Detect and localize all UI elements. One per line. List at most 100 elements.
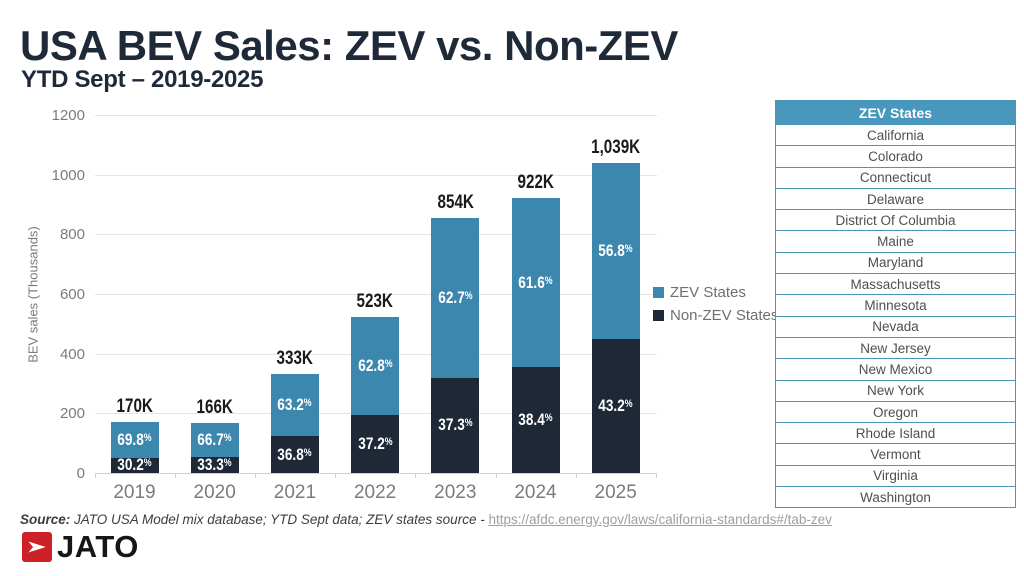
bar-segment-nonzev-2020: 33.3% (190, 454, 239, 474)
zev-state-cell: New Jersey (775, 336, 1016, 360)
zev-table-header: ZEV States (775, 100, 1016, 125)
page-subtitle: YTD Sept – 2019-2025 (21, 66, 264, 93)
x-axis-tick (254, 473, 256, 478)
zev-table-row: Delaware (775, 187, 1016, 211)
legend-label-zev: ZEV States (670, 284, 746, 301)
x-axis-tick (335, 473, 337, 478)
zev-table-row: New York (775, 379, 1016, 402)
source-text: JATO USA Model mix database; YTD Sept da… (70, 512, 489, 527)
segment-percent-label: 37.2% (357, 433, 393, 453)
bev-sales-stacked-bar-chart: BEV sales (Thousands) 0 200 400 600 800 1000 1… (26, 107, 657, 503)
bar-segment-zev-2020: 66.7% (190, 423, 239, 457)
bar-segment-zev-2022: 62.8% (351, 316, 400, 415)
segment-percent-label: 38.4% (518, 410, 553, 430)
bar-total-label-2019: 170K (90, 396, 180, 418)
segment-percent-label: 63.2% (277, 395, 313, 415)
zev-table-row: Maine (775, 230, 1016, 253)
percent-sign: % (464, 290, 473, 303)
bar-segment-nonzev-2021: 36.8% (270, 436, 319, 473)
zev-table-row: Colorado (775, 145, 1016, 168)
zev-table-row: Vermont (775, 443, 1016, 466)
zev-table-row: California (775, 123, 1016, 147)
source-link[interactable]: https://afdc.energy.gov/laws/california-… (488, 512, 832, 527)
zev-state-cell: Minnesota (775, 294, 1016, 317)
x-tick-label-2025: 2025 (594, 482, 637, 503)
bar-total-label-2024: 922K (491, 172, 581, 194)
percent-sign: % (544, 412, 553, 425)
bar-segment-nonzev-2025: 43.2% (591, 339, 640, 473)
zev-table-row: Connecticut (775, 166, 1016, 189)
bar-total-label-2020: 166K (170, 397, 260, 419)
zev-table-row: District Of Columbia (775, 209, 1016, 232)
nonzev-states-swatch-icon (653, 310, 664, 321)
segment-percent-label: 66.7% (197, 429, 232, 449)
zev-state-cell: Washington (775, 486, 1016, 509)
zev-table-row: Washington (775, 486, 1016, 509)
percent-sign: % (143, 457, 152, 470)
zev-state-cell: Nevada (775, 315, 1016, 338)
percent-sign: % (384, 435, 393, 448)
page-title: USA BEV Sales: ZEV vs. Non-ZEV (20, 22, 678, 69)
legend-label-nonzev: Non-ZEV States (670, 307, 779, 324)
percent-sign: % (625, 243, 633, 256)
zev-state-cell: Delaware (775, 187, 1016, 211)
bar-segment-zev-2023: 62.7% (431, 218, 480, 378)
total-value: 922K (517, 171, 554, 193)
zev-state-cell: Rhode Island (775, 422, 1016, 445)
jato-logo-text: JATO (57, 529, 139, 564)
x-tick-label-2022: 2022 (353, 482, 397, 503)
legend-item-zev: ZEV States (653, 281, 778, 304)
zev-state-cell: District Of Columbia (775, 209, 1016, 232)
zev-table-row: Minnesota (775, 294, 1016, 317)
percent-sign: % (304, 446, 313, 459)
segment-percent-label: 62.8% (357, 355, 393, 375)
total-value: 333K (276, 347, 314, 369)
percent-sign: % (224, 456, 232, 469)
zev-table-row: Massachusetts (775, 273, 1016, 296)
gridline (95, 294, 657, 295)
total-value: 170K (116, 396, 153, 418)
source-prefix: Source: (20, 512, 71, 527)
zev-state-cell: Connecticut (775, 166, 1016, 189)
zev-table-row: Virginia (775, 464, 1016, 488)
zev-state-cell: Colorado (775, 145, 1016, 168)
chart-legend: ZEV States Non-ZEV States (653, 281, 778, 327)
bar-segment-nonzev-2019: 30.2% (110, 455, 159, 474)
x-tick-label-2023: 2023 (434, 482, 477, 503)
segment-percent-label: 62.7% (438, 288, 473, 308)
segment-percent-label: 36.8% (277, 444, 313, 464)
total-value: 523K (356, 290, 394, 312)
total-value: 166K (196, 397, 233, 419)
source-line: Source: JATO USA Model mix database; YTD… (20, 512, 832, 527)
segment-percent-label: 37.3% (438, 415, 473, 435)
total-value: 1,039K (591, 137, 641, 159)
y-tick-label: 1200 (51, 107, 85, 124)
segment-percent-label: 33.3% (197, 454, 232, 474)
percent-sign: % (224, 431, 232, 444)
total-value: 854K (437, 192, 474, 214)
zev-state-cell: New York (775, 379, 1016, 402)
zev-table-row: Nevada (775, 315, 1016, 338)
percent-sign: % (143, 431, 152, 444)
bar-total-label-2022: 523K (330, 291, 420, 313)
zev-state-cell: Oregon (775, 400, 1016, 424)
bar-segment-zev-2019: 69.8% (110, 422, 159, 458)
zev-state-cell: California (775, 123, 1016, 147)
segment-percent-label: 56.8% (598, 241, 633, 261)
jato-arrow-icon (22, 532, 52, 562)
zev-state-cell: Maryland (775, 251, 1016, 275)
zev-table-row: New Jersey (775, 336, 1016, 360)
percent-sign: % (304, 397, 313, 410)
y-tick-label: 1000 (51, 166, 85, 184)
zev-state-cell: Maine (775, 230, 1016, 253)
x-tick-label-2019: 2019 (113, 482, 156, 503)
percent-sign: % (544, 274, 553, 287)
bar-segment-zev-2024: 61.6% (511, 197, 560, 368)
x-axis-tick (575, 473, 577, 478)
zev-states-table: ZEV States California Colorado Connecticut… (775, 100, 1016, 509)
bar-segment-nonzev-2023: 37.3% (431, 377, 480, 473)
percent-sign: % (384, 357, 393, 370)
y-tick-label: 800 (59, 226, 85, 244)
y-tick-label: 400 (59, 345, 85, 363)
x-tick-label-2024: 2024 (514, 482, 557, 503)
